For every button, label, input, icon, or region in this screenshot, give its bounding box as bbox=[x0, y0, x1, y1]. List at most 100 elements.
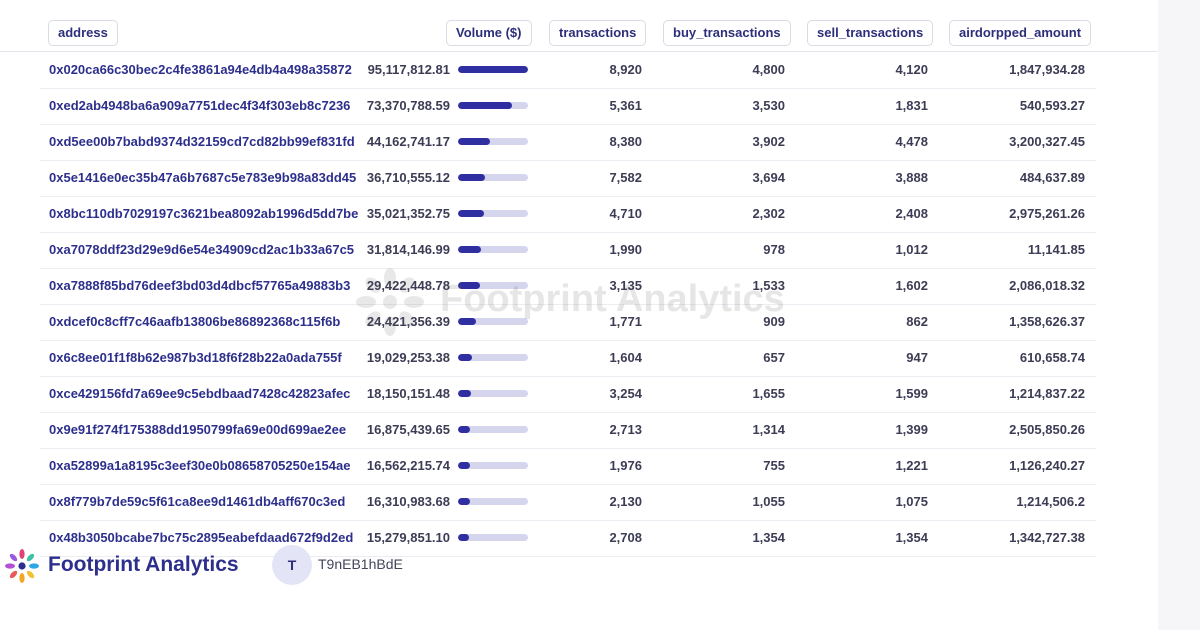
buy-transactions-value: 978 bbox=[763, 242, 785, 257]
volume-bar-fill bbox=[458, 426, 471, 433]
buy-transactions-value: 1,533 bbox=[752, 278, 785, 293]
volume-value: 16,310,983.68 bbox=[366, 494, 450, 509]
transactions-value: 1,976 bbox=[609, 458, 642, 473]
sell-transactions-value: 2,408 bbox=[895, 206, 928, 221]
address-link[interactable]: 0xdcef0c8cff7c46aafb13806be86892368c115f… bbox=[49, 314, 341, 329]
avatar[interactable]: T bbox=[272, 545, 312, 585]
column-header-airdropped-amount[interactable]: airdorpped_amount bbox=[949, 20, 1092, 46]
volume-bar-fill bbox=[458, 210, 484, 217]
volume-value: 95,117,812.81 bbox=[367, 62, 450, 77]
brand-name: Footprint Analytics bbox=[48, 553, 239, 576]
volume-bar-fill bbox=[458, 282, 480, 289]
sell-transactions-value: 862 bbox=[906, 314, 928, 329]
buy-transactions-value: 909 bbox=[763, 314, 785, 329]
buy-transactions-value: 4,800 bbox=[752, 62, 785, 77]
username[interactable]: T9nEB1hBdE bbox=[318, 556, 403, 572]
volume-value: 16,562,215.74 bbox=[366, 458, 450, 473]
address-link[interactable]: 0x48b3050bcabe7bc75c2895eabefdaad672f9d2… bbox=[49, 530, 354, 545]
table-row: 0x6c8ee01f1f8b62e987b3d18f6f28b22a0ada75… bbox=[40, 340, 1096, 377]
airdropped-amount-value: 540,593.27 bbox=[1019, 98, 1085, 113]
volume-bar bbox=[458, 318, 528, 325]
transactions-value: 8,380 bbox=[609, 134, 642, 149]
address-link[interactable]: 0xa7078ddf23d29e9d6e54e34909cd2ac1b33a67… bbox=[49, 242, 355, 257]
footer: Footprint Analytics T T9nEB1hBdE bbox=[0, 540, 1158, 590]
airdropped-amount-value: 1,126,240.27 bbox=[1009, 458, 1085, 473]
address-link[interactable]: 0x8f779b7de59c5f61ca8ee9d1461db4aff670c3… bbox=[49, 494, 346, 509]
volume-bar bbox=[458, 354, 528, 361]
column-header-sell-transactions[interactable]: sell_transactions bbox=[807, 20, 934, 46]
sell-transactions-value: 1,399 bbox=[895, 422, 928, 437]
volume-bar-fill bbox=[458, 246, 482, 253]
airdropped-amount-value: 2,505,850.26 bbox=[1009, 422, 1085, 437]
address-link[interactable]: 0xa52899a1a8195c3eef30e0b08658705250e154… bbox=[49, 458, 351, 473]
transactions-value: 2,130 bbox=[609, 494, 642, 509]
airdropped-amount-value: 1,847,934.28 bbox=[1009, 62, 1085, 77]
airdropped-amount-value: 11,141.85 bbox=[1027, 242, 1085, 257]
buy-transactions-value: 3,694 bbox=[752, 170, 785, 185]
column-header-transactions[interactable]: transactions bbox=[549, 20, 647, 46]
transactions-value: 7,582 bbox=[609, 170, 642, 185]
column-header-buy-transactions[interactable]: buy_transactions bbox=[663, 20, 791, 46]
volume-value: 15,279,851.10 bbox=[366, 530, 450, 545]
volume-bar bbox=[458, 426, 528, 433]
address-link[interactable]: 0x9e91f274f175388dd1950799fa69e00d699ae2… bbox=[49, 422, 347, 437]
airdropped-amount-value: 3,200,327.45 bbox=[1009, 134, 1085, 149]
address-link[interactable]: 0xce429156fd7a69ee9c5ebdbaad7428c42823af… bbox=[49, 386, 351, 401]
sell-transactions-value: 1,599 bbox=[895, 386, 928, 401]
transactions-value: 2,708 bbox=[609, 530, 642, 545]
buy-transactions-value: 1,314 bbox=[752, 422, 785, 437]
transactions-value: 8,920 bbox=[609, 62, 642, 77]
volume-bar bbox=[458, 498, 528, 505]
volume-bar-fill bbox=[458, 462, 471, 469]
airdropped-amount-value: 610,658.74 bbox=[1019, 350, 1085, 365]
sell-transactions-value: 3,888 bbox=[895, 170, 928, 185]
volume-value: 16,875,439.65 bbox=[366, 422, 450, 437]
airdropped-amount-value: 1,214,837.22 bbox=[1009, 386, 1085, 401]
volume-bar-fill bbox=[458, 354, 472, 361]
volume-bar bbox=[458, 390, 528, 397]
table-row: 0x5e1416e0ec35b47a6b7687c5e783e9b98a83dd… bbox=[40, 160, 1096, 197]
footprint-logo-icon bbox=[5, 549, 39, 583]
table-row: 0x9e91f274f175388dd1950799fa69e00d699ae2… bbox=[40, 412, 1096, 449]
table-row: 0xa52899a1a8195c3eef30e0b08658705250e154… bbox=[40, 448, 1096, 485]
volume-value: 36,710,555.12 bbox=[366, 170, 450, 185]
volume-bar bbox=[458, 138, 528, 145]
airdropped-amount-value: 2,975,261.26 bbox=[1009, 206, 1085, 221]
address-link[interactable]: 0x8bc110db7029197c3621bea8092ab1996d5dd7… bbox=[49, 206, 359, 221]
transactions-value: 1,604 bbox=[609, 350, 642, 365]
table-row: 0xdcef0c8cff7c46aafb13806be86892368c115f… bbox=[40, 304, 1096, 341]
buy-transactions-value: 2,302 bbox=[752, 206, 785, 221]
address-link[interactable]: 0x5e1416e0ec35b47a6b7687c5e783e9b98a83dd… bbox=[49, 170, 357, 185]
airdropped-amount-value: 1,342,727.38 bbox=[1009, 530, 1085, 545]
airdropped-amount-value: 1,214,506.2 bbox=[1016, 494, 1085, 509]
address-link[interactable]: 0xed2ab4948ba6a909a7751dec4f34f303eb8c72… bbox=[49, 98, 351, 113]
airdropped-amount-value: 484,637.89 bbox=[1019, 170, 1085, 185]
column-header-volume[interactable]: Volume ($) bbox=[446, 20, 532, 46]
address-link[interactable]: 0xd5ee00b7babd9374d32159cd7cd82bb99ef831… bbox=[49, 134, 355, 149]
sell-transactions-value: 1,075 bbox=[895, 494, 928, 509]
volume-bar-fill bbox=[458, 318, 476, 325]
volume-value: 19,029,253.38 bbox=[366, 350, 450, 365]
sell-transactions-value: 947 bbox=[906, 350, 928, 365]
sell-transactions-value: 1,354 bbox=[895, 530, 928, 545]
column-header-address[interactable]: address bbox=[48, 20, 118, 46]
volume-bar-fill bbox=[458, 138, 491, 145]
buy-transactions-value: 755 bbox=[763, 458, 785, 473]
address-link[interactable]: 0x6c8ee01f1f8b62e987b3d18f6f28b22a0ada75… bbox=[49, 350, 342, 365]
transactions-value: 1,771 bbox=[609, 314, 642, 329]
sell-transactions-value: 4,120 bbox=[895, 62, 928, 77]
table-row: 0xd5ee00b7babd9374d32159cd7cd82bb99ef831… bbox=[40, 124, 1096, 161]
table-row: 0xed2ab4948ba6a909a7751dec4f34f303eb8c72… bbox=[40, 88, 1096, 125]
volume-value: 73,370,788.59 bbox=[366, 98, 450, 113]
volume-bar bbox=[458, 462, 528, 469]
transactions-value: 3,254 bbox=[609, 386, 642, 401]
volume-value: 18,150,151.48 bbox=[366, 386, 450, 401]
buy-transactions-value: 1,354 bbox=[752, 530, 785, 545]
sell-transactions-value: 1,221 bbox=[895, 458, 928, 473]
header-divider bbox=[0, 51, 1158, 52]
address-link[interactable]: 0xa7888f85bd76deef3bd03d4dbcf57765a49883… bbox=[49, 278, 351, 293]
volume-bar-fill bbox=[458, 390, 472, 397]
volume-value: 24,421,356.39 bbox=[366, 314, 450, 329]
address-link[interactable]: 0x020ca66c30bec2c4fe3861a94e4db4a498a358… bbox=[49, 62, 352, 77]
table-row: 0x020ca66c30bec2c4fe3861a94e4db4a498a358… bbox=[40, 52, 1096, 89]
